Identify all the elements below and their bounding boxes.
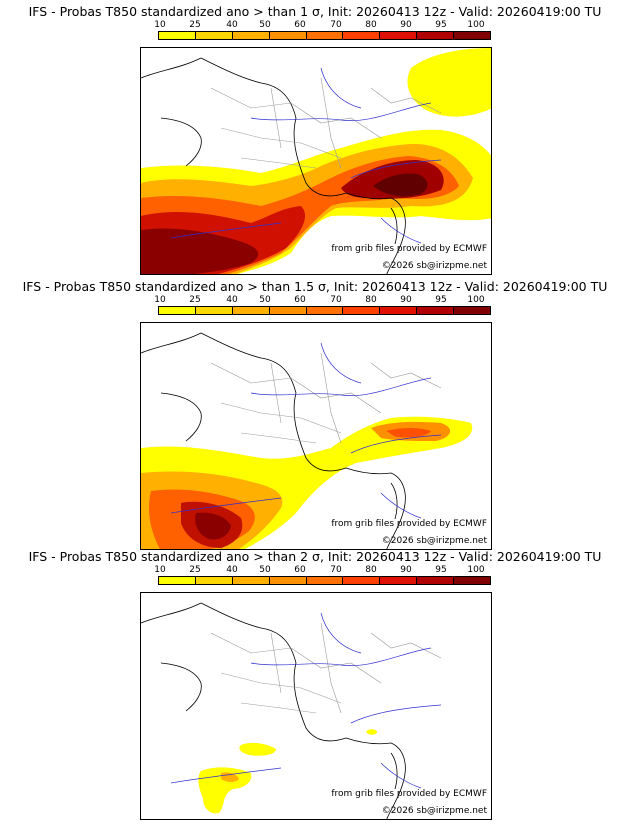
admin-borders (210, 352, 442, 444)
data-source-credit: from grib files provided by ECMWF (331, 789, 487, 799)
colorbar-label: 80 (365, 295, 377, 305)
copyright-credit: ©2026 sb@irizpme.net (381, 261, 487, 271)
colorbar-label: 50 (259, 565, 271, 575)
colorbar-swatch (232, 307, 270, 314)
data-source-credit: from grib files provided by ECMWF (331, 244, 487, 254)
colorbar: 10 25 40 50 60 70 80 90 95 100 (154, 295, 491, 316)
colorbar-swatch (159, 307, 196, 314)
colorbar-swatch (454, 307, 491, 314)
colorbar-label: 95 (435, 565, 447, 575)
colorbar-swatch (417, 32, 455, 39)
panel-title: IFS - Probas T850 standardized ano > tha… (28, 549, 602, 564)
colorbar-label: 25 (189, 20, 201, 30)
colorbar-swatch (454, 577, 491, 584)
colorbar-swatch (232, 32, 270, 39)
colorbar-label: 10 (154, 20, 166, 30)
colorbar-swatch (195, 32, 233, 39)
colorbar-label: 60 (294, 565, 306, 575)
colorbar-label: 25 (189, 565, 201, 575)
colorbar-swatch (380, 577, 418, 584)
map-panel-2sigma: IFS - Probas T850 standardized ano > tha… (0, 545, 630, 820)
probability-map: from grib files provided by ECMWF ©2026 … (140, 322, 492, 550)
colorbar-swatches (158, 31, 491, 40)
colorbar-label: 50 (259, 20, 271, 30)
map-canvas (141, 602, 442, 819)
admin-borders (210, 622, 442, 714)
map-canvas (141, 48, 491, 274)
colorbar-swatch (159, 32, 196, 39)
colorbar-swatch (343, 32, 381, 39)
colorbar-label: 70 (330, 295, 342, 305)
colorbar-swatch (306, 577, 344, 584)
coastlines (141, 602, 406, 819)
colorbar-swatch (232, 577, 270, 584)
colorbar-swatch (269, 307, 307, 314)
colorbar-label: 100 (467, 20, 485, 30)
colorbar-label: 40 (226, 295, 238, 305)
colorbar-swatch (343, 307, 381, 314)
colorbar-label: 100 (467, 295, 485, 305)
copyright-credit: ©2026 sb@irizpme.net (381, 536, 487, 546)
panel-title: IFS - Probas T850 standardized ano > tha… (22, 279, 608, 294)
probability-fill (141, 48, 491, 274)
colorbar-swatch (306, 307, 344, 314)
colorbar-label: 80 (365, 565, 377, 575)
colorbar-label: 40 (226, 565, 238, 575)
colorbar-labels: 10 25 40 50 60 70 80 90 95 100 (154, 295, 491, 305)
colorbar-swatch (343, 577, 381, 584)
colorbar-label: 95 (435, 20, 447, 30)
colorbar-label: 95 (435, 295, 447, 305)
coastlines (141, 57, 406, 274)
rivers (170, 612, 442, 789)
colorbar-swatches (158, 306, 491, 315)
probability-fill (198, 729, 377, 814)
probability-map: from grib files provided by ECMWF ©2026 … (140, 47, 492, 275)
colorbar-label: 10 (154, 295, 166, 305)
colorbar-swatch (380, 32, 418, 39)
colorbar-label: 10 (154, 565, 166, 575)
colorbar-swatch (417, 307, 455, 314)
colorbar-swatch (195, 577, 233, 584)
colorbar-label: 25 (189, 295, 201, 305)
colorbar-swatch (417, 577, 455, 584)
colorbar: 10 25 40 50 60 70 80 90 95 100 (154, 565, 491, 586)
map-panel-1-5sigma: IFS - Probas T850 standardized ano > tha… (0, 275, 630, 550)
rivers (170, 342, 442, 519)
coastlines (141, 332, 406, 549)
colorbar-labels: 10 25 40 50 60 70 80 90 95 100 (154, 565, 491, 575)
probability-map: from grib files provided by ECMWF ©2026 … (140, 592, 492, 820)
colorbar-label: 90 (400, 565, 412, 575)
colorbar-label: 90 (400, 20, 412, 30)
colorbar-label: 90 (400, 295, 412, 305)
copyright-credit: ©2026 sb@irizpme.net (381, 806, 487, 816)
colorbar-labels: 10 25 40 50 60 70 80 90 95 100 (154, 20, 491, 30)
colorbar-swatches (158, 576, 491, 585)
colorbar-swatch (195, 307, 233, 314)
admin-borders (210, 77, 442, 169)
probability-fill (141, 416, 473, 549)
colorbar-swatch (269, 577, 307, 584)
colorbar-label: 60 (294, 20, 306, 30)
colorbar-label: 40 (226, 20, 238, 30)
colorbar-swatch (269, 32, 307, 39)
colorbar-swatch (380, 307, 418, 314)
colorbar-label: 60 (294, 295, 306, 305)
rivers (170, 67, 442, 244)
colorbar-swatch (306, 32, 344, 39)
colorbar-label: 80 (365, 20, 377, 30)
map-panel-1sigma: IFS - Probas T850 standardized ano > tha… (0, 0, 630, 275)
colorbar-label: 100 (467, 565, 485, 575)
colorbar-swatch (454, 32, 491, 39)
colorbar-label: 70 (330, 20, 342, 30)
colorbar-swatch (159, 577, 196, 584)
colorbar-label: 70 (330, 565, 342, 575)
map-canvas (141, 332, 473, 549)
colorbar: 10 25 40 50 60 70 80 90 95 100 (154, 20, 491, 41)
panel-title: IFS - Probas T850 standardized ano > tha… (28, 4, 602, 19)
colorbar-label: 50 (259, 295, 271, 305)
data-source-credit: from grib files provided by ECMWF (331, 519, 487, 529)
